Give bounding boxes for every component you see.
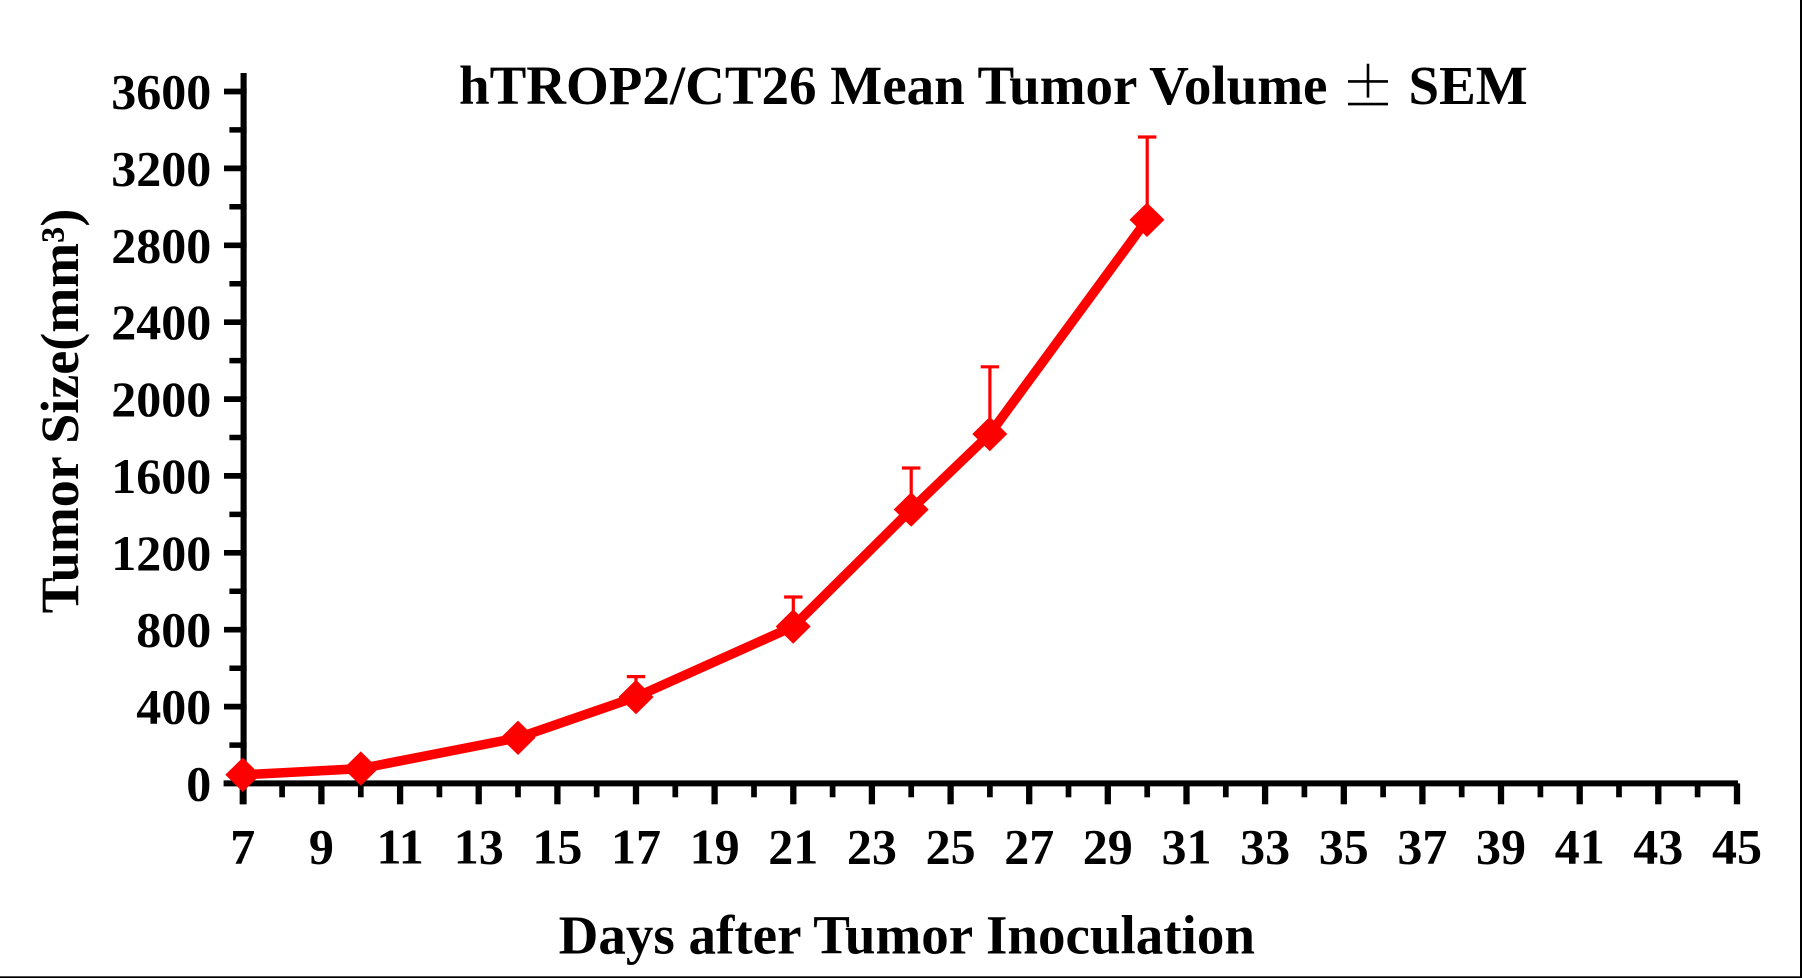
- svg-text:800: 800: [136, 602, 211, 658]
- svg-text:25: 25: [926, 818, 976, 874]
- svg-text:27: 27: [1004, 818, 1054, 874]
- svg-text:35: 35: [1319, 818, 1369, 874]
- svg-text:Days after Tumor Inoculation: Days after Tumor Inoculation: [559, 904, 1255, 965]
- svg-text:3200: 3200: [111, 140, 211, 196]
- svg-text:400: 400: [136, 679, 211, 735]
- svg-text:Tumor Size(mm³): Tumor Size(mm³): [30, 209, 90, 614]
- svg-text:29: 29: [1083, 818, 1133, 874]
- svg-text:45: 45: [1712, 818, 1762, 874]
- svg-text:2400: 2400: [111, 294, 211, 350]
- svg-text:41: 41: [1555, 818, 1605, 874]
- svg-text:33: 33: [1240, 818, 1290, 874]
- svg-text:17: 17: [611, 818, 661, 874]
- svg-text:23: 23: [847, 818, 897, 874]
- svg-text:31: 31: [1162, 818, 1212, 874]
- svg-text:2800: 2800: [111, 217, 211, 273]
- svg-text:2000: 2000: [111, 371, 211, 427]
- svg-text:SEM: SEM: [1409, 55, 1528, 116]
- svg-text:11: 11: [376, 818, 423, 874]
- svg-text:9: 9: [309, 818, 334, 874]
- svg-text:37: 37: [1397, 818, 1447, 874]
- svg-text:1600: 1600: [111, 448, 211, 504]
- svg-text:13: 13: [454, 818, 504, 874]
- svg-text:1200: 1200: [111, 525, 211, 581]
- svg-text:43: 43: [1633, 818, 1683, 874]
- svg-text:hTROP2/CT26 Mean Tumor Volume: hTROP2/CT26 Mean Tumor Volume: [459, 55, 1327, 116]
- svg-text:39: 39: [1476, 818, 1526, 874]
- svg-text:3600: 3600: [111, 64, 211, 120]
- svg-text:7: 7: [230, 818, 255, 874]
- svg-text:19: 19: [690, 818, 740, 874]
- svg-text:0: 0: [186, 756, 211, 812]
- svg-text:21: 21: [768, 818, 818, 874]
- svg-text:15: 15: [532, 818, 582, 874]
